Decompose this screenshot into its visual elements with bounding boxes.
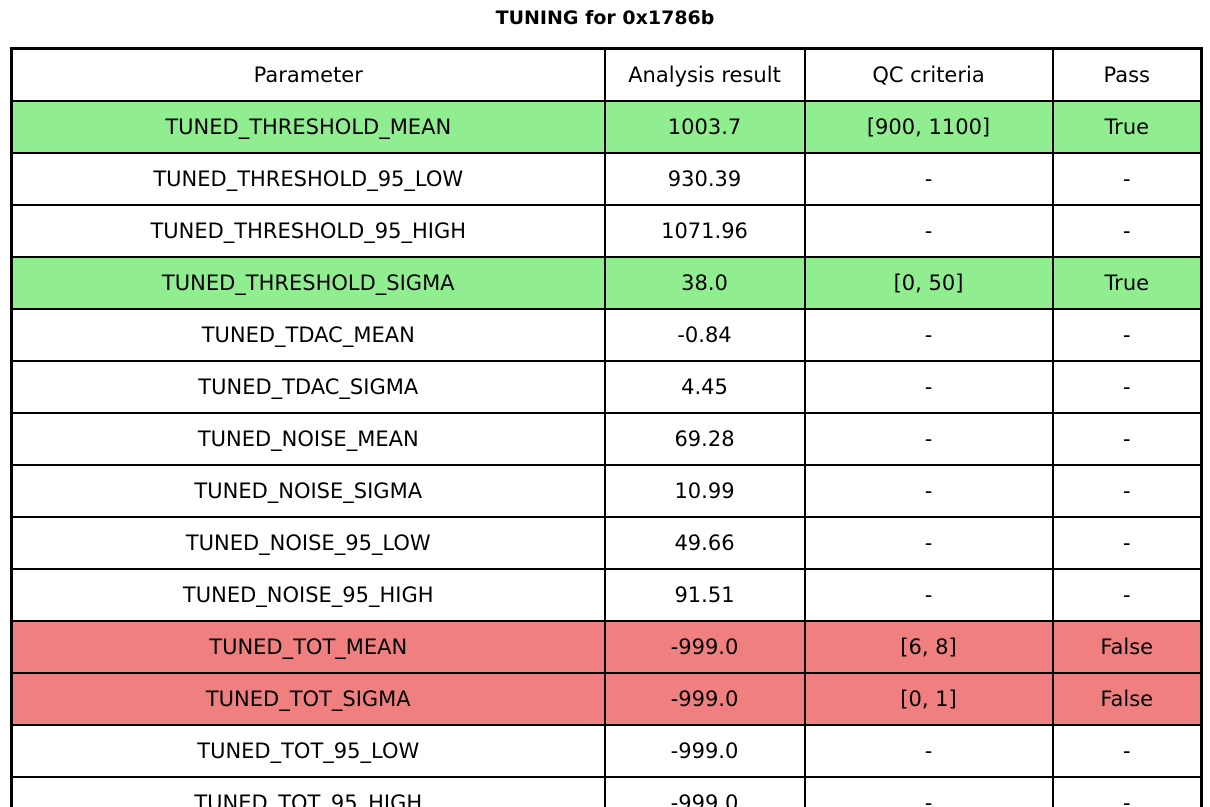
- cell-parameter: TUNED_TOT_95_LOW: [10, 724, 606, 778]
- cell-pass: False: [1051, 620, 1203, 674]
- page-title: TUNING for 0x1786b: [495, 7, 715, 29]
- cell-analysis-result: 930.39: [603, 152, 806, 206]
- cell-parameter: TUNED_TDAC_MEAN: [10, 308, 606, 362]
- table-row: TUNED_THRESHOLD_95_LOW 930.39 - -: [10, 152, 1203, 206]
- cell-parameter: TUNED_THRESHOLD_95_LOW: [10, 152, 606, 206]
- table-body: TUNED_THRESHOLD_MEAN 1003.7 [900, 1100] …: [10, 100, 1203, 807]
- cell-pass: True: [1051, 256, 1203, 310]
- header-row: Parameter Analysis result QC criteria Pa…: [10, 47, 1203, 102]
- cell-parameter: TUNED_TOT_95_HIGH: [10, 776, 606, 807]
- cell-pass: -: [1051, 308, 1203, 362]
- cell-pass: -: [1051, 776, 1203, 807]
- cell-analysis-result: 69.28: [603, 412, 806, 466]
- cell-qc-criteria: [0, 50]: [803, 256, 1054, 310]
- cell-analysis-result: -999.0: [603, 776, 806, 807]
- cell-analysis-result: 49.66: [603, 516, 806, 570]
- cell-qc-criteria: -: [803, 308, 1054, 362]
- cell-parameter: TUNED_NOISE_MEAN: [10, 412, 606, 466]
- cell-analysis-result: 4.45: [603, 360, 806, 414]
- table-header: Parameter Analysis result QC criteria Pa…: [10, 47, 1203, 102]
- table-row: TUNED_TOT_95_LOW -999.0 - -: [10, 724, 1203, 778]
- cell-analysis-result: -0.84: [603, 308, 806, 362]
- cell-analysis-result: 91.51: [603, 568, 806, 622]
- table-row: TUNED_TOT_MEAN -999.0 [6, 8] False: [10, 620, 1203, 674]
- cell-analysis-result: -999.0: [603, 620, 806, 674]
- table-row: TUNED_NOISE_95_HIGH 91.51 - -: [10, 568, 1203, 622]
- cell-pass: True: [1051, 100, 1203, 154]
- cell-parameter: TUNED_NOISE_95_LOW: [10, 516, 606, 570]
- cell-analysis-result: 10.99: [603, 464, 806, 518]
- cell-qc-criteria: -: [803, 516, 1054, 570]
- qc-results-table: Parameter Analysis result QC criteria Pa…: [10, 47, 1203, 807]
- cell-qc-criteria: -: [803, 724, 1054, 778]
- table-row: TUNED_TOT_SIGMA -999.0 [0, 1] False: [10, 672, 1203, 726]
- cell-parameter: TUNED_TOT_MEAN: [10, 620, 606, 674]
- cell-qc-criteria: -: [803, 776, 1054, 807]
- cell-pass: -: [1051, 152, 1203, 206]
- cell-qc-criteria: [0, 1]: [803, 672, 1054, 726]
- cell-parameter: TUNED_THRESHOLD_SIGMA: [10, 256, 606, 310]
- cell-analysis-result: 1003.7: [603, 100, 806, 154]
- cell-pass: -: [1051, 360, 1203, 414]
- column-header-pass: Pass: [1051, 47, 1203, 102]
- table-row: TUNED_NOISE_MEAN 69.28 - -: [10, 412, 1203, 466]
- cell-pass: -: [1051, 464, 1203, 518]
- column-header-qc-criteria: QC criteria: [803, 47, 1054, 102]
- table-row: TUNED_TDAC_MEAN -0.84 - -: [10, 308, 1203, 362]
- cell-parameter: TUNED_THRESHOLD_95_HIGH: [10, 204, 606, 258]
- cell-qc-criteria: -: [803, 204, 1054, 258]
- cell-parameter: TUNED_NOISE_95_HIGH: [10, 568, 606, 622]
- cell-analysis-result: 38.0: [603, 256, 806, 310]
- table-row: TUNED_THRESHOLD_SIGMA 38.0 [0, 50] True: [10, 256, 1203, 310]
- cell-qc-criteria: -: [803, 464, 1054, 518]
- cell-qc-criteria: [900, 1100]: [803, 100, 1054, 154]
- table-row: TUNED_TOT_95_HIGH -999.0 - -: [10, 776, 1203, 807]
- cell-parameter: TUNED_TOT_SIGMA: [10, 672, 606, 726]
- cell-pass: -: [1051, 568, 1203, 622]
- cell-qc-criteria: -: [803, 412, 1054, 466]
- cell-pass: False: [1051, 672, 1203, 726]
- cell-qc-criteria: -: [803, 360, 1054, 414]
- table-row: TUNED_NOISE_95_LOW 49.66 - -: [10, 516, 1203, 570]
- table-row: TUNED_TDAC_SIGMA 4.45 - -: [10, 360, 1203, 414]
- table-row: TUNED_NOISE_SIGMA 10.99 - -: [10, 464, 1203, 518]
- cell-analysis-result: -999.0: [603, 724, 806, 778]
- cell-parameter: TUNED_TDAC_SIGMA: [10, 360, 606, 414]
- cell-pass: -: [1051, 204, 1203, 258]
- cell-qc-criteria: [6, 8]: [803, 620, 1054, 674]
- column-header-analysis-result: Analysis result: [603, 47, 806, 102]
- cell-parameter: TUNED_NOISE_SIGMA: [10, 464, 606, 518]
- cell-analysis-result: 1071.96: [603, 204, 806, 258]
- cell-pass: -: [1051, 412, 1203, 466]
- cell-parameter: TUNED_THRESHOLD_MEAN: [10, 100, 606, 154]
- cell-pass: -: [1051, 724, 1203, 778]
- cell-qc-criteria: -: [803, 152, 1054, 206]
- table-row: TUNED_THRESHOLD_95_HIGH 1071.96 - -: [10, 204, 1203, 258]
- table-row: TUNED_THRESHOLD_MEAN 1003.7 [900, 1100] …: [10, 100, 1203, 154]
- cell-analysis-result: -999.0: [603, 672, 806, 726]
- cell-qc-criteria: -: [803, 568, 1054, 622]
- cell-pass: -: [1051, 516, 1203, 570]
- column-header-parameter: Parameter: [10, 47, 606, 102]
